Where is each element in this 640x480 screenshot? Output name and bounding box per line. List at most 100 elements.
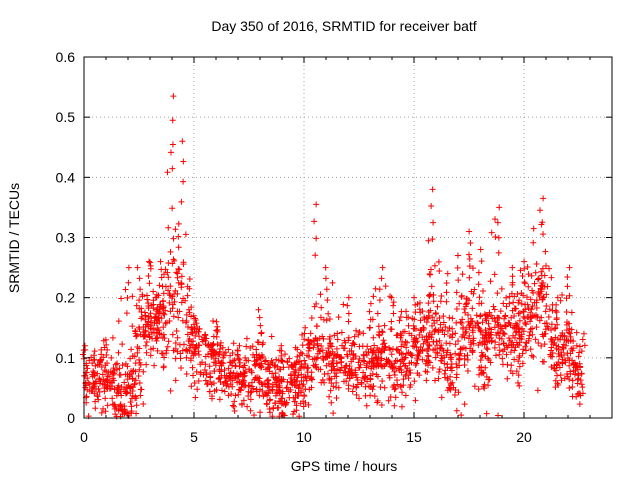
y-tick-label: 0: [67, 410, 75, 426]
data-point-peak: [475, 281, 482, 288]
data-point: [161, 354, 168, 361]
data-point: [103, 368, 110, 375]
data-point: [101, 381, 108, 388]
data-point: [195, 351, 202, 358]
data-point: [193, 342, 200, 349]
data-point: [99, 371, 106, 378]
x-tick-label: 20: [516, 429, 532, 445]
data-point: [545, 313, 552, 320]
data-point: [435, 375, 442, 382]
data-point: [527, 326, 534, 333]
data-point-peak: [255, 306, 262, 313]
data-point: [353, 327, 360, 334]
data-point: [449, 379, 456, 386]
data-point: [419, 347, 426, 354]
data-point: [116, 371, 123, 378]
data-point: [561, 333, 568, 340]
data-point: [319, 355, 326, 362]
data-point: [425, 237, 432, 244]
data-point: [559, 291, 566, 298]
data-point: [376, 332, 383, 339]
data-point: [186, 309, 193, 316]
data-point: [187, 357, 194, 364]
data-point: [114, 366, 121, 373]
data-point: [444, 327, 451, 334]
data-point: [552, 377, 559, 384]
data-point: [446, 314, 453, 321]
data-point: [217, 346, 224, 353]
data-point: [573, 342, 580, 349]
data-point: [449, 315, 456, 322]
data-point: [470, 290, 477, 297]
data-point-peak: [323, 286, 330, 293]
data-point-peak: [301, 336, 308, 343]
data-point: [363, 402, 370, 409]
data-point: [354, 381, 361, 388]
data-point: [462, 345, 469, 352]
data-point: [438, 394, 445, 401]
data-point: [413, 344, 420, 351]
data-point: [218, 359, 225, 366]
data-point: [155, 327, 162, 334]
data-point: [167, 308, 174, 315]
data-point: [452, 341, 459, 348]
data-point: [437, 321, 444, 328]
data-point: [543, 303, 550, 310]
data-points: [79, 93, 588, 420]
data-point-peak: [554, 294, 561, 301]
data-point: [293, 402, 300, 409]
data-point: [108, 354, 115, 361]
data-point: [242, 382, 249, 389]
data-point: [102, 408, 109, 415]
data-point: [136, 345, 143, 352]
data-point: [160, 310, 167, 317]
data-point: [118, 384, 125, 391]
data-point: [560, 345, 567, 352]
data-point: [109, 334, 116, 341]
data-point: [167, 387, 174, 394]
data-point: [520, 328, 527, 335]
data-point: [552, 334, 559, 341]
data-point: [160, 363, 167, 370]
data-point: [482, 332, 489, 339]
data-point: [175, 265, 182, 272]
data-point: [430, 338, 437, 345]
data-point: [481, 338, 488, 345]
data-point: [247, 396, 254, 403]
data-point: [165, 260, 172, 267]
data-point: [152, 335, 159, 342]
data-point: [431, 262, 438, 269]
data-point: [171, 298, 178, 305]
data-point: [330, 383, 337, 390]
chart-title: Day 350 of 2016, SRMTID for receiver bat…: [211, 18, 476, 34]
data-point: [230, 403, 237, 410]
data-point: [494, 329, 501, 336]
data-point: [333, 394, 340, 401]
data-point: [317, 366, 324, 373]
data-point: [432, 354, 439, 361]
data-point: [140, 401, 147, 408]
data-point: [566, 362, 573, 369]
data-point-peak: [169, 165, 176, 172]
data-point: [503, 303, 510, 310]
data-point-peak: [443, 289, 450, 296]
data-point: [225, 346, 232, 353]
data-point: [231, 398, 238, 405]
data-point: [339, 342, 346, 349]
data-point: [109, 401, 116, 408]
data-point: [160, 290, 167, 297]
data-point: [355, 331, 362, 338]
data-point-peak: [411, 294, 418, 301]
data-point: [444, 364, 451, 371]
data-point: [101, 367, 108, 374]
data-point: [327, 387, 334, 394]
data-point: [571, 371, 578, 378]
data-point: [505, 335, 512, 342]
data-point: [189, 364, 196, 371]
data-point: [276, 366, 283, 373]
data-point: [570, 345, 577, 352]
data-point-peak: [145, 273, 152, 280]
data-point: [150, 305, 157, 312]
data-point: [376, 346, 383, 353]
data-point: [248, 367, 255, 374]
